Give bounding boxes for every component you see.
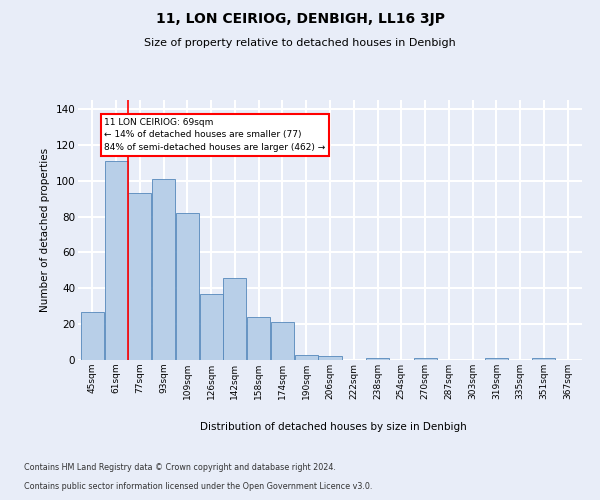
Bar	[295, 354, 318, 360]
Bar	[200, 294, 223, 360]
Bar	[152, 179, 175, 360]
Bar	[319, 356, 341, 360]
Bar	[104, 161, 128, 360]
Bar	[247, 317, 270, 360]
Text: Size of property relative to detached houses in Denbigh: Size of property relative to detached ho…	[144, 38, 456, 48]
Bar	[223, 278, 247, 360]
Text: Contains HM Land Registry data © Crown copyright and database right 2024.: Contains HM Land Registry data © Crown c…	[24, 464, 336, 472]
Text: Distribution of detached houses by size in Denbigh: Distribution of detached houses by size …	[200, 422, 466, 432]
Text: Contains public sector information licensed under the Open Government Licence v3: Contains public sector information licen…	[24, 482, 373, 491]
Text: 11, LON CEIRIOG, DENBIGH, LL16 3JP: 11, LON CEIRIOG, DENBIGH, LL16 3JP	[155, 12, 445, 26]
Bar	[413, 358, 437, 360]
Bar	[81, 312, 104, 360]
Text: 11 LON CEIRIOG: 69sqm
← 14% of detached houses are smaller (77)
84% of semi-deta: 11 LON CEIRIOG: 69sqm ← 14% of detached …	[104, 118, 325, 152]
Bar	[366, 358, 389, 360]
Bar	[128, 193, 151, 360]
Bar	[532, 358, 556, 360]
Bar	[271, 322, 294, 360]
Bar	[176, 213, 199, 360]
Bar	[485, 358, 508, 360]
Y-axis label: Number of detached properties: Number of detached properties	[40, 148, 50, 312]
